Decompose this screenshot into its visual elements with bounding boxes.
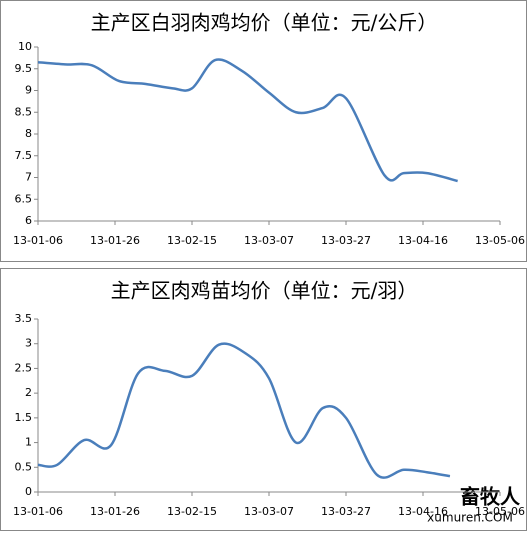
y-tick-label: 7.5	[15, 149, 33, 162]
x-tick-label: 13-03-27	[321, 505, 371, 518]
watermark-name: 畜牧人	[460, 485, 521, 509]
x-tick-label: 13-04-16	[398, 505, 448, 518]
chart-title: 主产区白羽肉鸡均价（单位：元/公斤）	[91, 11, 438, 35]
y-tick-label: 3.5	[15, 312, 33, 325]
y-tick-label: 0	[25, 485, 32, 498]
x-tick-label: 13-01-26	[90, 505, 140, 518]
y-tick-label: 2	[25, 386, 32, 399]
line	[37, 58, 458, 183]
x-tick-label: 13-03-07	[244, 234, 294, 247]
x-tick-label: 13-04-16	[398, 234, 448, 247]
x-tick-label: 13-03-07	[244, 505, 294, 518]
x-tick-label: 13-01-26	[90, 234, 140, 247]
x-tick-label: 13-05-06	[475, 234, 525, 247]
x-tick-label: 13-03-27	[321, 234, 371, 247]
y-tick-label: 9	[25, 84, 32, 97]
panel	[0, 268, 527, 531]
y-tick-label: 6.5	[15, 192, 33, 205]
y-tick-label: 10	[18, 40, 32, 53]
watermark-site: xumuren.COM	[427, 511, 513, 525]
y-tick-label: 8	[25, 127, 32, 140]
y-tick-label: 0.5	[15, 460, 33, 473]
x-tick-label: 13-01-06	[13, 505, 63, 518]
y-tick-label: 1	[25, 436, 32, 449]
y-tick-label: 7	[25, 171, 32, 184]
x-tick-label: 13-01-06	[13, 234, 63, 247]
y-tick-label: 6	[25, 214, 32, 227]
y-tick-label: 2.5	[15, 361, 33, 374]
line	[37, 342, 451, 479]
y-tick-label: 8.5	[15, 105, 33, 118]
x-tick-label: 13-05-06	[475, 505, 525, 518]
x-tick-label: 13-02-15	[167, 505, 217, 518]
x-tick-label: 13-02-15	[167, 234, 217, 247]
chart-title: 主产区肉鸡苗均价（单位：元/羽）	[111, 279, 418, 303]
y-tick-label: 1.5	[15, 411, 33, 424]
y-tick-label: 3	[25, 337, 32, 350]
y-tick-label: 9.5	[15, 62, 33, 75]
panel	[0, 0, 527, 262]
